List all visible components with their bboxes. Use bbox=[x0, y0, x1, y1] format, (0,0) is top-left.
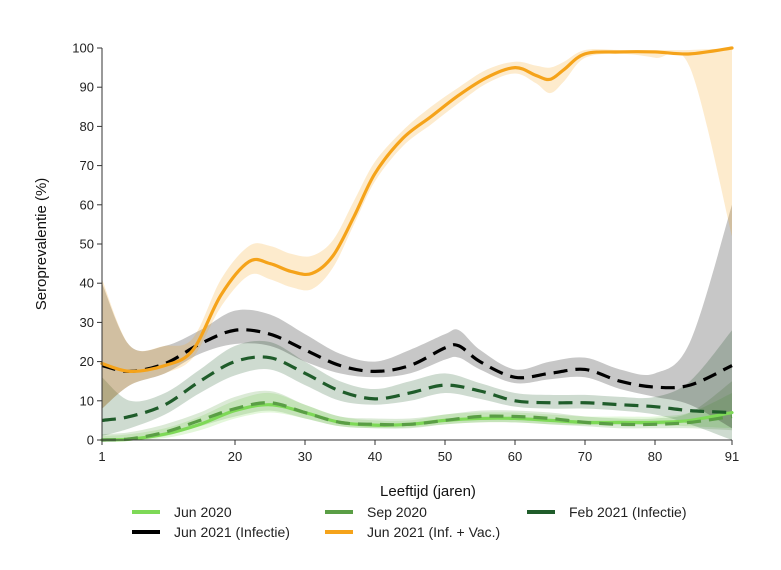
legend-label: Jun 2021 (Inf. + Vac.) bbox=[367, 524, 500, 540]
x-tick-label: 1 bbox=[98, 449, 105, 464]
legend-item-feb-2021-infectie: Feb 2021 (Infectie) bbox=[527, 504, 687, 520]
line-sep-2020 bbox=[101, 401, 733, 442]
x-tick-label: 60 bbox=[508, 449, 522, 464]
legend-item-jun-2021-inf-vac: Jun 2021 (Inf. + Vac.) bbox=[325, 524, 500, 540]
y-tick-label: 90 bbox=[80, 80, 94, 95]
y-tick-label: 80 bbox=[80, 119, 94, 134]
x-tick-label: 80 bbox=[648, 449, 662, 464]
x-tick-label: 50 bbox=[438, 449, 452, 464]
y-tick-label: 50 bbox=[80, 237, 94, 252]
y-tick-label: 30 bbox=[80, 315, 94, 330]
y-tick-label: 40 bbox=[80, 276, 94, 291]
x-tick-label: 91 bbox=[725, 449, 739, 464]
band-sep-2020 bbox=[102, 381, 732, 441]
legend-item-jun-2021-infectie: Jun 2021 (Infectie) bbox=[132, 524, 290, 540]
x-tick-label: 70 bbox=[578, 449, 592, 464]
y-tick-label: 10 bbox=[80, 393, 94, 408]
band-feb-2021-infectie bbox=[102, 330, 732, 440]
series-lines bbox=[100, 46, 734, 442]
legend-label: Sep 2020 bbox=[367, 504, 427, 520]
legend-item-jun-2020: Jun 2020 bbox=[132, 504, 232, 520]
x-axis-title: Leeftijd (jaren) bbox=[380, 483, 476, 500]
y-tick-label: 100 bbox=[72, 41, 94, 56]
line-jun-2021-inf-vac bbox=[100, 46, 734, 374]
axes: 0 10 20 30 40 50 60 70 80 90 100 1 20 30 40 50 60 70 80 91 bbox=[72, 41, 739, 465]
y-tick-label: 70 bbox=[80, 158, 94, 173]
x-tick-label: 20 bbox=[228, 449, 242, 464]
legend-label: Jun 2020 bbox=[174, 504, 232, 520]
y-tick-label: 0 bbox=[87, 433, 94, 448]
band-jun-2021-inf-vac bbox=[102, 48, 732, 409]
y-tick-label: 20 bbox=[80, 354, 94, 369]
y-tick-label: 60 bbox=[80, 197, 94, 212]
band-jun-2021-infectie bbox=[102, 204, 732, 429]
legend-label: Jun 2021 (Infectie) bbox=[174, 524, 290, 540]
confidence-bands bbox=[102, 48, 732, 441]
y-axis-title: Seroprevalentie (%) bbox=[33, 178, 50, 311]
line-feb-2021-infectie bbox=[101, 355, 733, 422]
legend-label: Feb 2021 (Infectie) bbox=[569, 504, 687, 520]
x-tick-label: 40 bbox=[368, 449, 382, 464]
legend: Jun 2020 Sep 2020 Feb 2021 (Infectie) Jun 2… bbox=[132, 504, 687, 540]
legend-item-sep-2020: Sep 2020 bbox=[325, 504, 427, 520]
x-tick-label: 30 bbox=[298, 449, 312, 464]
